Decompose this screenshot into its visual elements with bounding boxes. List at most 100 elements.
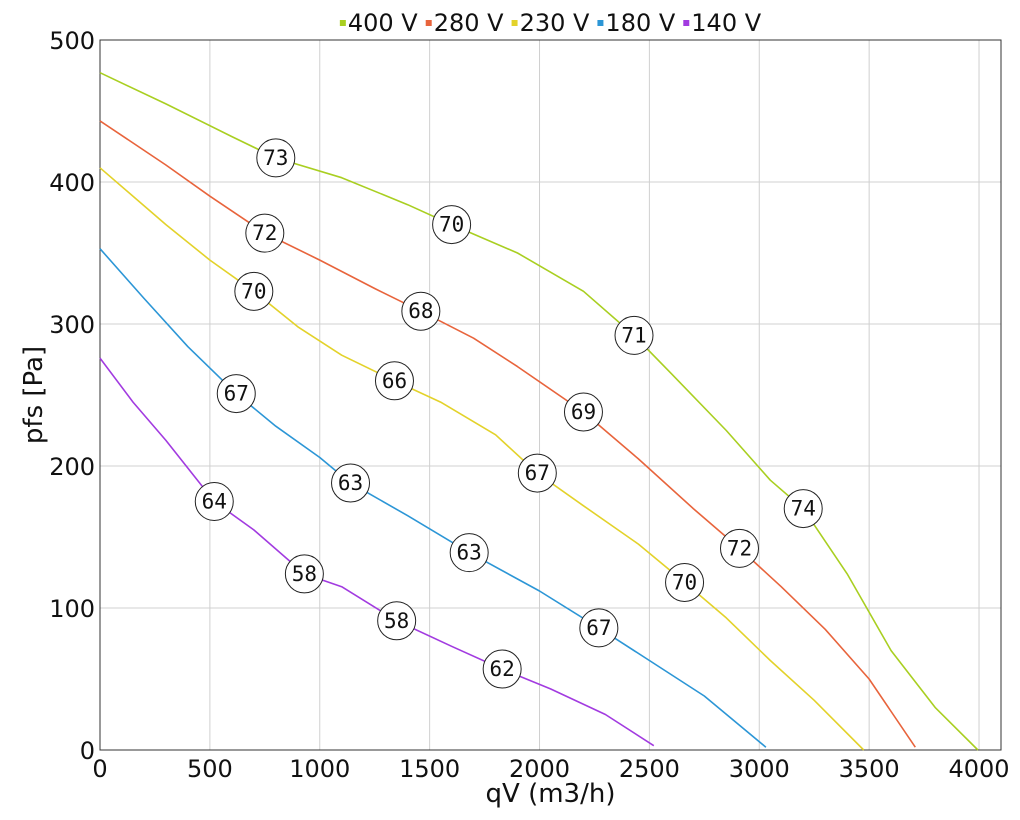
efficiency-marker: 67 bbox=[579, 608, 619, 648]
x-tick-label: 2000 bbox=[509, 755, 570, 783]
marker-label: 64 bbox=[202, 490, 227, 514]
legend-swatch bbox=[683, 20, 690, 26]
marker-circle bbox=[563, 392, 603, 432]
series-line bbox=[99, 357, 655, 747]
marker-circle bbox=[783, 489, 823, 529]
marker-label: 63 bbox=[457, 541, 482, 565]
efficiency-marker: 71 bbox=[614, 315, 654, 355]
marker-circle bbox=[719, 528, 759, 568]
legend-swatch bbox=[511, 20, 518, 26]
x-tick-label: 1000 bbox=[289, 755, 350, 783]
efficiency-marker: 66 bbox=[374, 361, 414, 401]
efficiency-marker: 73 bbox=[256, 138, 296, 178]
series-line bbox=[99, 167, 865, 751]
marker-label: 74 bbox=[791, 497, 816, 521]
efficiency-marker: 74 bbox=[783, 489, 823, 529]
legend-item: 230 V bbox=[511, 9, 590, 37]
efficiency-marker: 68 bbox=[401, 291, 441, 331]
y-tick-label: 300 bbox=[49, 311, 95, 339]
efficiency-marker: 72 bbox=[719, 528, 759, 568]
y-tick-label: 0 bbox=[80, 737, 95, 765]
marker-label: 69 bbox=[571, 400, 596, 424]
marker-circle bbox=[331, 463, 371, 503]
marker-label: 62 bbox=[490, 657, 515, 681]
legend-swatch bbox=[597, 20, 604, 26]
marker-label: 70 bbox=[439, 213, 464, 237]
marker-circle bbox=[665, 562, 705, 602]
y-tick-label: 400 bbox=[49, 169, 95, 197]
y-tick-label: 200 bbox=[49, 453, 95, 481]
marker-label: 70 bbox=[241, 279, 266, 303]
marker-circle bbox=[256, 138, 296, 178]
x-tick-label: 500 bbox=[187, 755, 233, 783]
marker-circle bbox=[374, 361, 414, 401]
y-axis-title: pfs [Pa] bbox=[19, 346, 49, 444]
marker-label: 71 bbox=[621, 323, 646, 347]
marker-circle bbox=[245, 213, 285, 253]
grid bbox=[99, 39, 1001, 751]
efficiency-marker: 67 bbox=[216, 374, 256, 414]
efficiency-marker: 67 bbox=[517, 453, 557, 493]
legend-label: 280 V bbox=[434, 9, 504, 37]
x-axis-title: qV (m3/h) bbox=[486, 779, 616, 809]
legend-item: 140 V bbox=[683, 9, 762, 37]
efficiency-marker: 72 bbox=[245, 213, 285, 253]
x-tick-label: 3500 bbox=[839, 755, 900, 783]
marker-circle bbox=[284, 554, 324, 594]
x-tick-label: 2500 bbox=[619, 755, 680, 783]
marker-label: 63 bbox=[338, 471, 363, 495]
marker-circle bbox=[234, 271, 274, 311]
efficiency-marker: 64 bbox=[194, 482, 234, 521]
legend-label: 180 V bbox=[605, 9, 675, 37]
x-tick-label: 1500 bbox=[399, 755, 460, 783]
y-tick-label: 500 bbox=[49, 27, 95, 55]
marker-circle bbox=[579, 608, 619, 648]
marker-circle bbox=[482, 649, 522, 689]
marker-label: 67 bbox=[224, 382, 249, 406]
marker-circle bbox=[517, 453, 557, 493]
series-line bbox=[99, 120, 916, 748]
legend-item: 180 V bbox=[597, 9, 676, 37]
efficiency-marker: 63 bbox=[331, 463, 371, 503]
marker-label: 58 bbox=[292, 562, 317, 586]
efficiency-marker: 70 bbox=[234, 271, 274, 311]
efficiency-marker: 58 bbox=[377, 601, 417, 641]
efficiency-marker: 69 bbox=[563, 392, 603, 432]
series-line bbox=[99, 248, 767, 748]
y-axis: 0 100 200 300 400 500 bbox=[49, 27, 95, 765]
efficiency-marker: 70 bbox=[665, 562, 705, 602]
legend-label: 400 V bbox=[348, 9, 418, 37]
marker-circle bbox=[401, 291, 441, 331]
marker-label: 72 bbox=[727, 536, 752, 560]
marker-label: 68 bbox=[408, 299, 433, 323]
legend-swatch bbox=[339, 20, 346, 26]
x-tick-label: 3000 bbox=[729, 755, 790, 783]
efficiency-marker: 70 bbox=[432, 205, 472, 245]
marker-circle bbox=[432, 205, 472, 245]
marker-label: 66 bbox=[382, 369, 407, 393]
plot-frame bbox=[99, 39, 1002, 751]
efficiency-marker: 62 bbox=[482, 649, 522, 689]
marker-label: 67 bbox=[586, 616, 611, 640]
legend-item: 280 V bbox=[425, 9, 504, 37]
efficiency-marker: 58 bbox=[284, 554, 324, 594]
x-tick-label: 4000 bbox=[948, 755, 1009, 783]
marker-label: 67 bbox=[525, 461, 550, 485]
marker-circle bbox=[449, 533, 489, 573]
legend-label: 140 V bbox=[691, 9, 761, 37]
legend-item: 400 V bbox=[339, 9, 418, 37]
y-tick-label: 100 bbox=[49, 595, 95, 623]
series-markers: 73 70 71 74 72 68 69 72 70 66 67 70 67 63 63 67 64 58 58 62 bbox=[194, 138, 823, 689]
marker-circle bbox=[216, 374, 256, 414]
x-axis: 0 500 1000 1500 2000 2500 3000 3500 4000 bbox=[92, 755, 1009, 783]
marker-circle bbox=[614, 315, 654, 355]
marker-label: 73 bbox=[263, 146, 288, 170]
efficiency-marker: 63 bbox=[449, 533, 489, 573]
legend: 400 V 280 V 230 V 180 V 140 V bbox=[339, 9, 762, 37]
legend-label: 230 V bbox=[520, 9, 590, 37]
legend-swatch bbox=[425, 20, 432, 26]
x-tick-label: 0 bbox=[92, 755, 107, 783]
marker-label: 72 bbox=[252, 221, 277, 245]
marker-label: 70 bbox=[672, 570, 697, 594]
